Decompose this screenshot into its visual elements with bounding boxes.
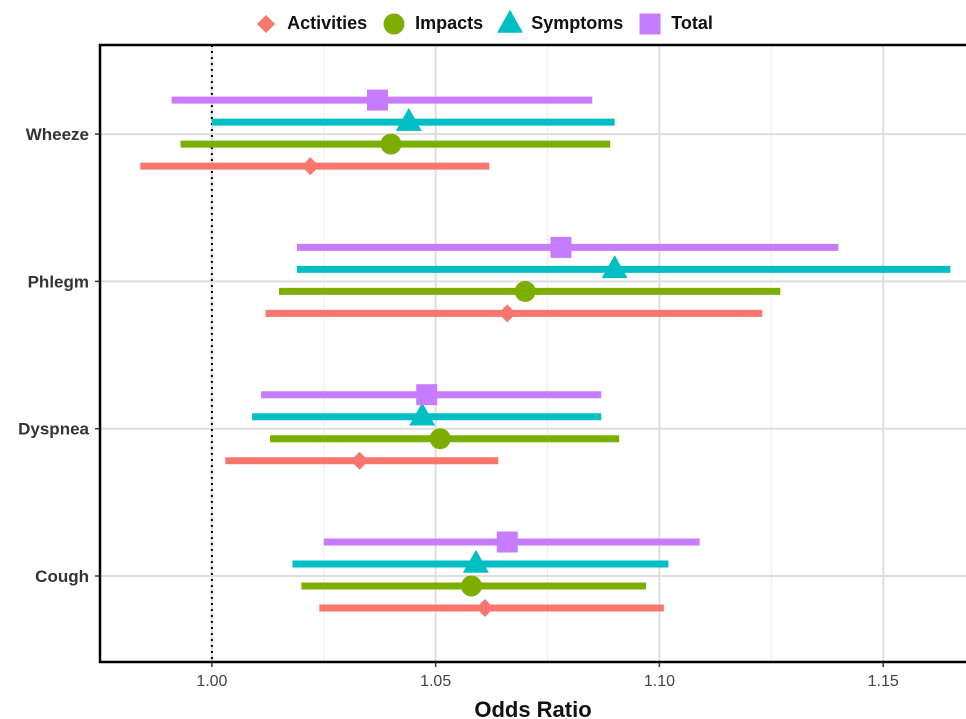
x-tick-label: 1.15 (868, 673, 899, 690)
x-axis-ticks: 1.00 1.05 1.10 1.15 (196, 662, 899, 690)
x-axis-title: Odds Ratio (474, 697, 591, 719)
point-symptoms-phlegm (601, 255, 628, 279)
square-legend-key (639, 13, 661, 35)
category-label-dyspnea: Dyspnea (18, 420, 89, 439)
legend-item-impacts: Impacts (381, 10, 483, 36)
legend-label: Total (671, 12, 713, 33)
legend-item-activities: Activities (253, 10, 367, 36)
square-icon (639, 13, 661, 35)
point-total-phlegm (550, 236, 572, 258)
plot-panel-border (98, 43, 966, 664)
point-activities-wheeze (301, 157, 320, 176)
category-label-wheeze: Wheeze (26, 125, 89, 144)
gridlines (99, 45, 966, 662)
point-symptoms-dyspnea (409, 402, 436, 426)
x-tick-label: 1.00 (196, 673, 227, 690)
category-label-cough: Cough (35, 567, 89, 586)
legend-label: Impacts (415, 12, 484, 33)
point-impacts-phlegm (514, 280, 536, 302)
legend-item-symptoms: Symptoms (497, 10, 623, 36)
point-impacts-wheeze (380, 133, 402, 155)
legend-label: Activities (287, 12, 368, 33)
circle-icon (383, 13, 405, 35)
point-symptoms-wheeze (395, 107, 422, 131)
point-activities-phlegm (498, 304, 517, 323)
x-tick-label: 1.05 (420, 673, 451, 690)
category-label-phlegm: Phlegm (28, 272, 89, 291)
confidence-intervals (140, 96, 951, 612)
point-total-wheeze (366, 89, 388, 111)
triangle-icon (497, 10, 524, 33)
legend-item-total: Total (637, 10, 713, 36)
point-estimates (301, 89, 628, 617)
point-impacts-cough (460, 575, 482, 597)
point-total-dyspnea (416, 384, 438, 406)
diamond-icon (257, 15, 276, 33)
point-impacts-dyspnea (429, 428, 451, 450)
y-axis-categories: Cough Dyspnea Phlegm Wheeze (18, 125, 100, 586)
point-symptoms-cough (462, 549, 489, 573)
point-total-cough (496, 531, 518, 553)
point-activities-cough (475, 599, 494, 617)
circle-legend-key (383, 13, 405, 35)
triangle-legend-key (497, 10, 524, 33)
diamond-legend-key (257, 15, 276, 33)
x-tick-label: 1.10 (644, 673, 675, 690)
legend: Activities Impacts Symptoms Total (0, 10, 966, 36)
legend-label: Symptoms (531, 12, 624, 33)
point-activities-dyspnea (350, 451, 369, 470)
